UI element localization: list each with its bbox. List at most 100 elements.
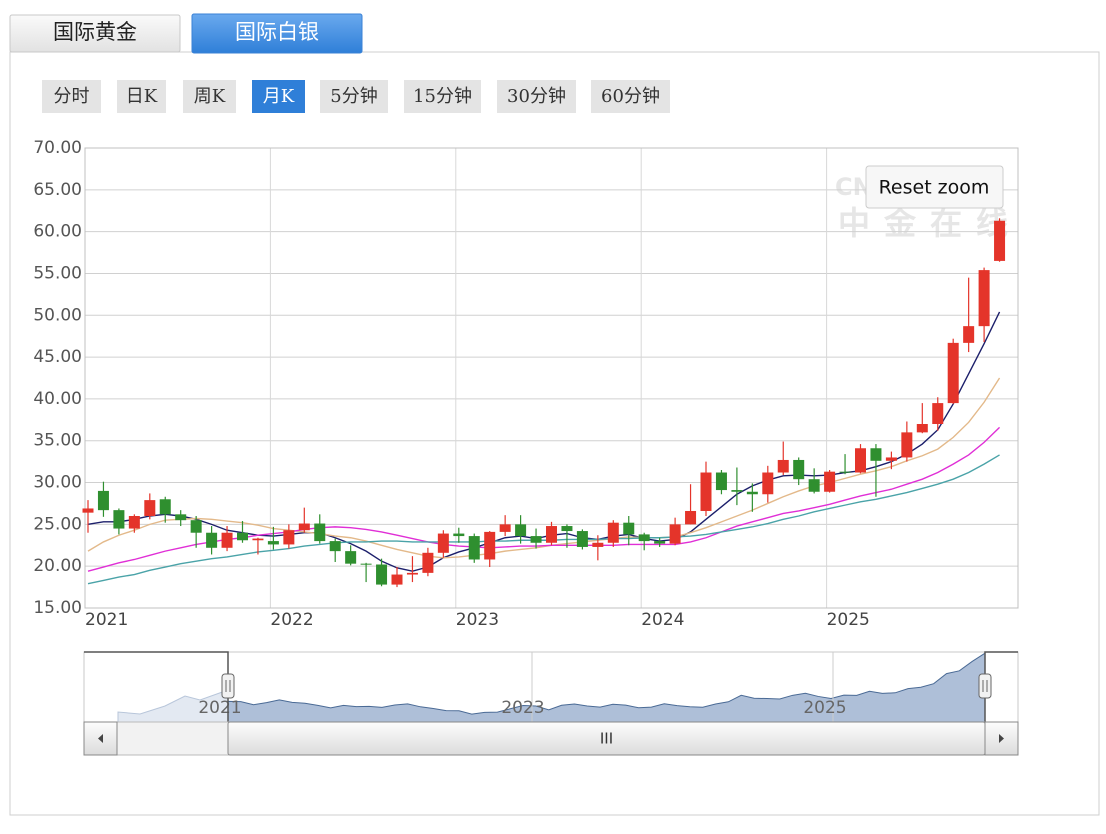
period-bg [404, 80, 481, 113]
candle-body [391, 574, 403, 585]
candle-body [916, 424, 928, 433]
candle-body [190, 520, 202, 533]
candle-body [175, 514, 187, 521]
watermark: 中金在线 [838, 204, 1022, 242]
period-button[interactable]: 分时 [42, 80, 101, 113]
ma-line [87, 454, 1000, 585]
candle-body [468, 536, 480, 560]
candle-body [267, 541, 279, 545]
tab-bg [191, 13, 363, 54]
candle-body [329, 541, 341, 552]
period-button[interactable]: 30分钟 [497, 80, 576, 113]
period-label: 分时 [54, 86, 90, 107]
candle-body [576, 531, 588, 547]
y-tick-label: 70.00 [33, 138, 82, 158]
period-label: 15分钟 [413, 86, 472, 107]
tab[interactable]: 国际白银 [191, 13, 363, 54]
candle-body [499, 524, 511, 532]
candle-body [746, 491, 758, 495]
candle-body [252, 538, 264, 541]
arrow-left [98, 734, 103, 743]
period-button[interactable]: 日K [117, 80, 166, 113]
y-tick-label: 25.00 [33, 514, 82, 534]
candle-body [932, 403, 944, 424]
candle-body [515, 524, 527, 537]
navigator-series [227, 652, 986, 723]
navigator-label: 2025 [803, 698, 846, 718]
scroll-right[interactable] [984, 721, 1019, 756]
period-button[interactable]: 5分钟 [320, 80, 388, 113]
period-label: 60分钟 [601, 86, 660, 107]
candle-body [885, 457, 897, 461]
y-tick-label: 40.00 [33, 389, 82, 409]
period-button[interactable]: 15分钟 [404, 80, 481, 113]
candle-body [406, 572, 418, 575]
candle-body [870, 448, 882, 461]
candle-body [592, 542, 604, 547]
candle-body [314, 523, 326, 542]
tab[interactable]: 国际黄金 [9, 14, 181, 53]
candle-body [128, 516, 140, 529]
period-bg [183, 80, 236, 113]
candle-body [607, 522, 619, 543]
candle-body [97, 490, 109, 511]
period-button[interactable]: 月K [252, 80, 305, 113]
candle-body [283, 530, 295, 545]
scroll-right-bg [984, 721, 1019, 756]
candle-body [453, 533, 465, 537]
candle-body [777, 459, 789, 473]
candle-body [947, 342, 959, 404]
handle-body [221, 673, 235, 699]
y-tick-label: 15.00 [33, 598, 82, 618]
y-tick-label: 65.00 [33, 180, 82, 200]
navigator-handle[interactable] [978, 673, 992, 699]
y-tick-label: 35.00 [33, 431, 82, 451]
candle-body [685, 510, 697, 525]
plot-frame [84, 147, 1019, 609]
candle-body [113, 510, 125, 529]
period-bg [320, 80, 388, 113]
candle-body [808, 479, 820, 492]
scroll-left[interactable] [83, 721, 118, 756]
candle-body [159, 499, 171, 515]
navigator-label: 2023 [501, 698, 544, 718]
candle-body [994, 220, 1006, 261]
navigator-handle[interactable] [221, 673, 235, 699]
y-tick-label: 60.00 [33, 222, 82, 242]
candle-body [360, 563, 372, 565]
y-tick-label: 55.00 [33, 263, 82, 283]
candle-body [855, 448, 866, 473]
candle-body [978, 270, 990, 327]
scroll-thumb[interactable]: III [227, 721, 986, 756]
candle-body [700, 472, 712, 511]
candle-body [144, 500, 156, 516]
period-label: 周K [194, 86, 226, 107]
reset-zoom-label: Reset zoom [879, 177, 990, 199]
arrow-right [999, 734, 1004, 743]
candle-body [237, 532, 248, 541]
candle-body [901, 432, 913, 458]
candle-body [669, 524, 681, 544]
candle-body [530, 536, 542, 543]
period-bg [117, 80, 166, 113]
y-tick-label: 30.00 [33, 473, 82, 493]
candle-body [345, 551, 357, 564]
handle-body [978, 673, 992, 699]
x-tick-label: 2022 [270, 610, 313, 630]
reset-zoom-button[interactable]: Reset zoom [865, 165, 1004, 209]
candle-body [206, 532, 218, 548]
candle-body [422, 552, 434, 573]
x-tick-label: 2023 [456, 610, 499, 630]
candle-body [654, 541, 666, 544]
period-button[interactable]: 60分钟 [591, 80, 670, 113]
candle-body [731, 490, 743, 492]
candle-body [715, 472, 727, 491]
period-bg [42, 80, 101, 113]
tab-bg [9, 14, 181, 53]
candle-body [221, 532, 233, 548]
tab-label: 国际黄金 [53, 20, 137, 44]
period-button[interactable]: 周K [183, 80, 236, 113]
candle-body [298, 523, 310, 531]
period-label: 5分钟 [330, 86, 377, 107]
